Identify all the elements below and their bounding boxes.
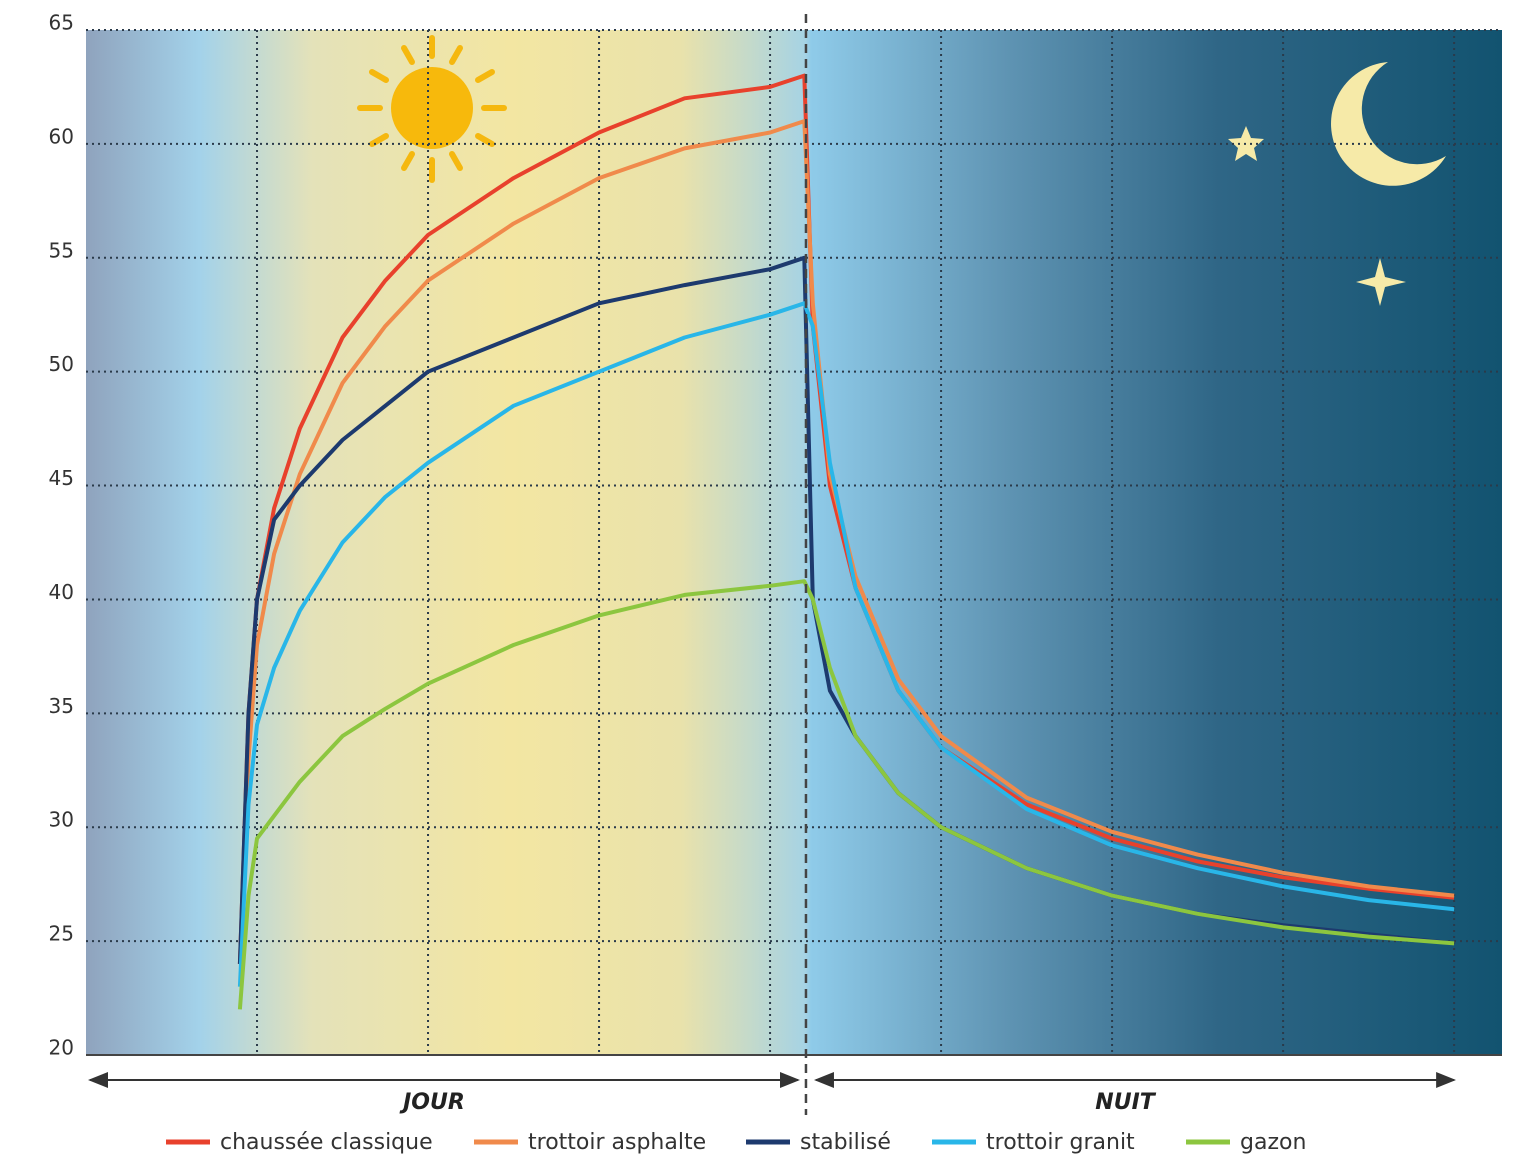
y-tick-label: 40 <box>49 580 74 604</box>
y-tick-label: 35 <box>49 694 74 718</box>
y-tick-label: 25 <box>49 922 74 946</box>
legend-label: trottoir asphalte <box>528 1130 706 1155</box>
y-tick-label: 50 <box>49 352 74 376</box>
y-tick-label: 55 <box>49 238 74 262</box>
chart: 20 25 30 35 40 45 50 55 60 65 JOUR NUIT chaussée cla… <box>0 0 1521 1157</box>
period-label: NUIT <box>1095 1090 1156 1115</box>
legend-label: chaussée classique <box>220 1130 433 1155</box>
legend-label: trottoir granit <box>986 1130 1135 1155</box>
legend-label: gazon <box>1240 1130 1306 1155</box>
plot-background <box>86 30 1502 1055</box>
y-tick-label: 30 <box>49 808 74 832</box>
y-tick-label: 45 <box>49 466 74 490</box>
y-tick-label: 60 <box>49 124 74 148</box>
period-label: JOUR <box>399 1090 465 1115</box>
y-tick-label: 20 <box>49 1036 74 1060</box>
y-tick-label: 65 <box>49 11 74 35</box>
legend-label: stabilisé <box>800 1130 891 1155</box>
